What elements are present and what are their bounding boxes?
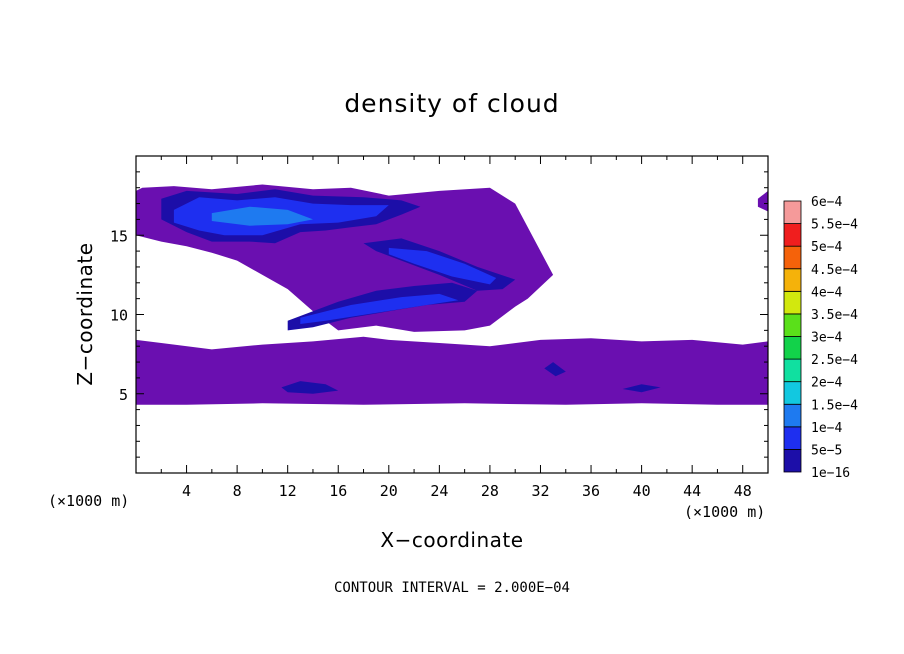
colorbar-label: 3.5e−4 xyxy=(811,308,858,323)
colorbar-label: 4.5e−4 xyxy=(811,263,858,278)
x-unit-label: (×1000 m) xyxy=(684,503,765,521)
x-tick-label: 28 xyxy=(481,482,499,500)
colorbar-swatch xyxy=(783,426,802,450)
colorbar-label: 2e−4 xyxy=(811,376,842,391)
colorbar-swatch xyxy=(783,268,802,292)
colorbar-label: 5.5e−4 xyxy=(811,218,858,233)
colorbar-swatch xyxy=(783,290,802,315)
right-edge-cloud xyxy=(757,190,768,212)
x-tick-label: 24 xyxy=(430,482,448,500)
x-axis-label: X−coordinate xyxy=(380,528,523,552)
x-tick-label: 8 xyxy=(233,482,242,500)
colorbar-swatch xyxy=(783,200,802,224)
y-tick-label: 5 xyxy=(119,386,128,404)
y-tick-label: 10 xyxy=(110,307,128,325)
colorbar-swatch xyxy=(783,381,802,405)
contour-fill-regions xyxy=(136,184,768,405)
colorbar-swatch xyxy=(783,313,802,337)
core-1-5e-4 xyxy=(211,206,313,226)
x-tick-label: 36 xyxy=(582,482,600,500)
y-axis-label: Z−coordinate xyxy=(73,242,97,385)
colorbar-label: 6e−4 xyxy=(811,195,842,210)
colorbar-label: 4e−4 xyxy=(811,285,842,300)
colorbar: 1e−16 5e−5 1e−4 1.5e−4 2e−4 2.5e−4 3e−4 3.5e−4 4… xyxy=(783,195,858,481)
low-band-1e-4 xyxy=(300,293,459,324)
x-tick-label: 48 xyxy=(734,482,752,500)
x-tick-label: 40 xyxy=(633,482,651,500)
colorbar-swatch xyxy=(783,336,802,360)
colorbar-label: 1e−4 xyxy=(811,421,842,436)
low-eddy-5e-5 xyxy=(281,381,339,394)
low-cloud-layer xyxy=(136,336,768,405)
colorbar-swatch xyxy=(783,358,802,383)
mid-band-1e-4 xyxy=(388,247,497,285)
colorbar-label: 5e−5 xyxy=(811,443,842,458)
colorbar-swatch xyxy=(783,403,802,428)
colorbar-label: 1e−16 xyxy=(811,466,850,481)
colorbar-label: 5e−4 xyxy=(811,240,842,255)
colorbar-label: 3e−4 xyxy=(811,331,842,346)
z-unit-label: (×1000 m) xyxy=(48,492,129,510)
right-eddy-5e-5 xyxy=(622,384,661,393)
colorbar-swatch xyxy=(783,223,802,247)
x-tick-label: 44 xyxy=(683,482,701,500)
x-tick-label: 32 xyxy=(531,482,549,500)
colorbar-label: 2.5e−4 xyxy=(811,353,858,368)
contour-interval-note: CONTOUR INTERVAL = 2.000E−04 xyxy=(334,580,570,596)
x-tick-label: 16 xyxy=(329,482,347,500)
x-tick-label: 4 xyxy=(182,482,191,500)
x-tick-label: 12 xyxy=(279,482,297,500)
colorbar-swatch xyxy=(783,449,802,473)
small-eddy-5e-5 xyxy=(544,362,566,377)
colorbar-swatch xyxy=(783,245,802,270)
y-tick-label: 15 xyxy=(110,227,128,245)
colorbar-label: 1.5e−4 xyxy=(811,398,858,413)
chart-title: density of cloud xyxy=(344,89,559,118)
x-tick-label: 20 xyxy=(380,482,398,500)
